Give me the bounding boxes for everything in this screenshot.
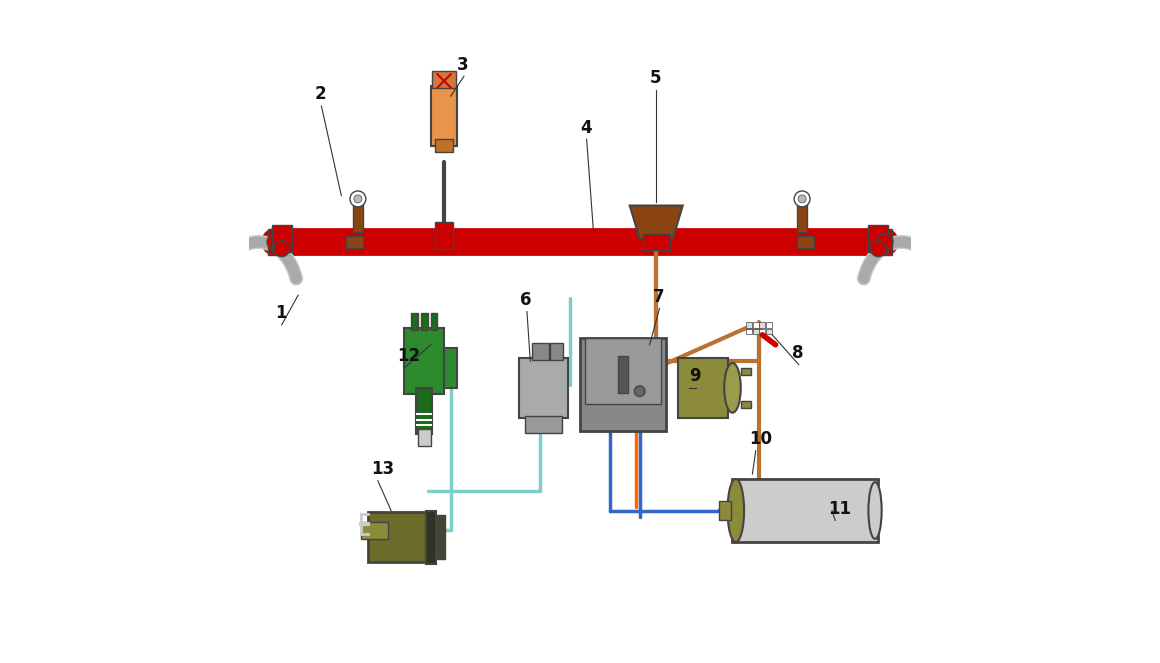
Circle shape (354, 195, 362, 203)
Bar (869, 225, 889, 252)
Ellipse shape (724, 363, 741, 412)
Bar (435, 139, 454, 152)
Circle shape (635, 386, 645, 396)
Text: 12: 12 (398, 347, 421, 365)
Bar (746, 322, 752, 328)
Bar (405, 328, 444, 394)
Polygon shape (630, 206, 683, 239)
Bar (580, 338, 666, 431)
Bar (347, 236, 363, 248)
Bar (746, 329, 752, 335)
Text: 1: 1 (275, 304, 287, 322)
Bar (418, 430, 430, 446)
Bar (519, 358, 568, 418)
Bar (361, 522, 387, 538)
Bar (760, 322, 766, 328)
Bar (525, 416, 561, 433)
Circle shape (870, 241, 886, 257)
Bar (437, 516, 444, 558)
Bar (753, 322, 759, 328)
Bar (368, 512, 428, 562)
Bar (741, 368, 751, 375)
Bar (618, 357, 628, 392)
Bar (271, 225, 291, 252)
Circle shape (877, 234, 893, 250)
Text: 3: 3 (457, 56, 469, 74)
Text: 7: 7 (653, 288, 665, 306)
Bar (435, 222, 454, 249)
Bar (421, 314, 428, 330)
Bar (766, 329, 771, 335)
Bar (416, 424, 433, 426)
Bar (416, 388, 433, 434)
Bar (797, 236, 813, 248)
Text: 6: 6 (521, 291, 531, 309)
Bar (643, 234, 669, 251)
Bar (677, 358, 727, 418)
Polygon shape (268, 229, 285, 255)
Polygon shape (875, 229, 892, 255)
Text: 13: 13 (371, 460, 394, 478)
Bar (550, 343, 564, 360)
Circle shape (267, 234, 283, 250)
Bar (411, 314, 418, 330)
Bar (585, 338, 661, 404)
Text: 5: 5 (650, 69, 661, 87)
Ellipse shape (869, 482, 882, 539)
Bar (718, 501, 731, 520)
Bar (430, 86, 457, 146)
Bar (353, 199, 363, 232)
Bar (797, 199, 807, 232)
Ellipse shape (727, 479, 744, 542)
Text: 9: 9 (689, 367, 701, 385)
Circle shape (795, 191, 810, 207)
Text: 8: 8 (792, 344, 804, 362)
Bar (444, 348, 457, 388)
Bar (426, 511, 436, 564)
Bar (766, 322, 771, 328)
Bar (430, 314, 437, 330)
Bar (433, 72, 456, 88)
Bar (760, 329, 766, 335)
Circle shape (350, 191, 365, 207)
Bar (753, 329, 759, 335)
Circle shape (798, 195, 806, 203)
Bar (732, 479, 878, 542)
Text: 10: 10 (749, 430, 773, 448)
Text: 11: 11 (828, 500, 851, 518)
Text: 2: 2 (314, 86, 326, 103)
Bar (416, 414, 433, 415)
Text: 4: 4 (580, 119, 592, 137)
Bar (741, 401, 751, 408)
Bar (532, 343, 549, 360)
Bar (416, 419, 433, 421)
Circle shape (274, 241, 290, 257)
